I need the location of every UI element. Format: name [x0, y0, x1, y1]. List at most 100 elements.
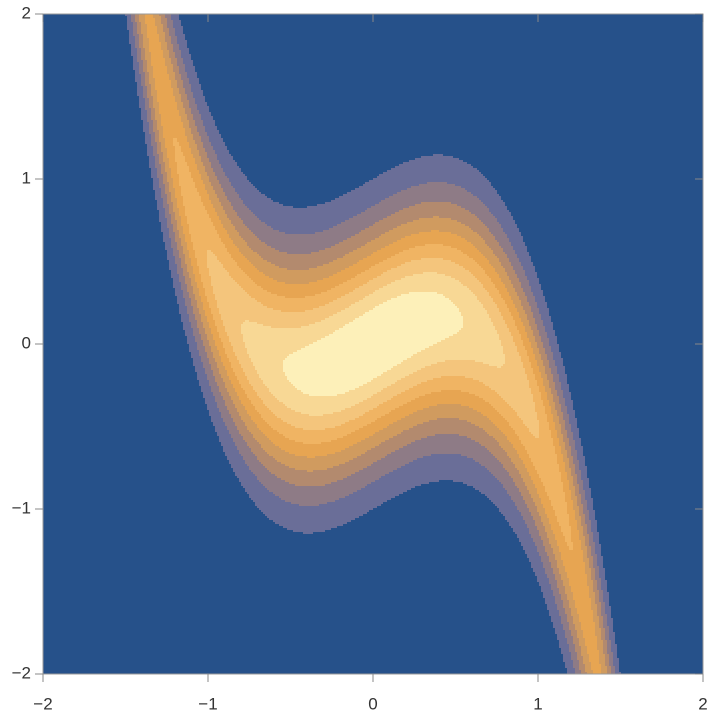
contour-band [367, 398, 392, 401]
contour-band [295, 484, 326, 487]
contour-band [505, 322, 516, 325]
contour-band [43, 286, 174, 289]
contour-band [569, 580, 588, 583]
contour-band [159, 134, 164, 137]
contour-band [595, 568, 600, 571]
contour-band [227, 374, 236, 377]
contour-band [539, 332, 548, 335]
contour-band [155, 164, 162, 167]
contour-band [197, 72, 704, 75]
contour-band [533, 370, 540, 373]
contour-band [231, 344, 246, 347]
contour-band [601, 552, 704, 555]
contour-band [489, 228, 504, 231]
contour-band [509, 424, 526, 427]
contour-band [165, 248, 174, 251]
contour-band [187, 44, 704, 47]
contour-band [507, 288, 516, 291]
contour-band [153, 122, 158, 125]
contour-band [203, 394, 214, 397]
contour-band [565, 466, 570, 469]
contour-band [345, 392, 378, 395]
contour-band [261, 446, 280, 449]
contour-band [141, 84, 146, 87]
contour-band [173, 66, 180, 69]
contour-band [43, 482, 242, 485]
contour-band [423, 408, 474, 411]
contour-band [577, 528, 584, 531]
contour-band [159, 210, 166, 213]
contour-band [301, 326, 344, 329]
contour-band [577, 610, 594, 613]
contour-band [197, 190, 208, 193]
contour-band [197, 262, 208, 265]
contour-band [575, 628, 582, 631]
contour-band [517, 486, 528, 489]
contour-band [519, 454, 530, 457]
contour-band [401, 418, 438, 421]
contour-band [537, 326, 546, 329]
contour-band [537, 414, 548, 417]
contour-band [43, 234, 164, 237]
contour-band [549, 380, 554, 383]
contour-band [139, 100, 146, 103]
contour-band [153, 146, 158, 149]
contour-band [391, 398, 416, 401]
contour-band [237, 428, 248, 431]
contour-band [535, 300, 546, 303]
contour-band [599, 594, 604, 597]
contour-band [145, 20, 156, 23]
contour-band [575, 516, 582, 519]
contour-band [227, 332, 242, 335]
contour-band [249, 414, 262, 417]
contour-band [443, 294, 476, 297]
contour-band [337, 224, 374, 227]
contour-band [233, 420, 244, 423]
contour-band [153, 100, 158, 103]
contour-band [153, 106, 160, 109]
contour-band [285, 296, 306, 299]
contour-band [155, 116, 162, 119]
contour-band [181, 98, 188, 101]
contour-band [229, 462, 246, 465]
contour-band [175, 260, 182, 263]
contour-band [321, 292, 350, 295]
contour-band [177, 58, 184, 61]
contour-band [527, 524, 536, 527]
contour-band [591, 522, 598, 525]
contour-band [43, 150, 148, 153]
contour-band [199, 308, 204, 311]
contour-band [517, 346, 526, 349]
contour-band [155, 162, 160, 165]
contour-band [147, 148, 154, 151]
contour-band [171, 18, 180, 21]
contour-band [431, 392, 470, 395]
contour-band [571, 448, 576, 451]
contour-band [491, 404, 510, 407]
contour-band [533, 570, 546, 573]
contour-band [571, 614, 580, 617]
contour-band [205, 168, 214, 171]
contour-band [577, 474, 582, 477]
contour-band [195, 100, 206, 103]
contour-band [511, 426, 528, 429]
contour-band [587, 524, 592, 527]
contour-band [523, 322, 530, 325]
contour-band [335, 286, 360, 289]
contour-band [259, 190, 352, 193]
contour-band [311, 252, 350, 255]
contour-band [409, 160, 464, 163]
contour-band [161, 44, 168, 47]
contour-band [471, 212, 492, 215]
contour-band [207, 134, 222, 137]
contour-band [471, 438, 496, 441]
contour-band [255, 474, 276, 477]
contour-band [141, 48, 146, 51]
contour-band [567, 380, 704, 383]
contour-band [191, 148, 198, 151]
contour-band [281, 448, 346, 451]
contour-band [579, 530, 584, 533]
contour-band [213, 424, 226, 427]
contour-band [583, 560, 590, 563]
contour-band [581, 544, 586, 547]
